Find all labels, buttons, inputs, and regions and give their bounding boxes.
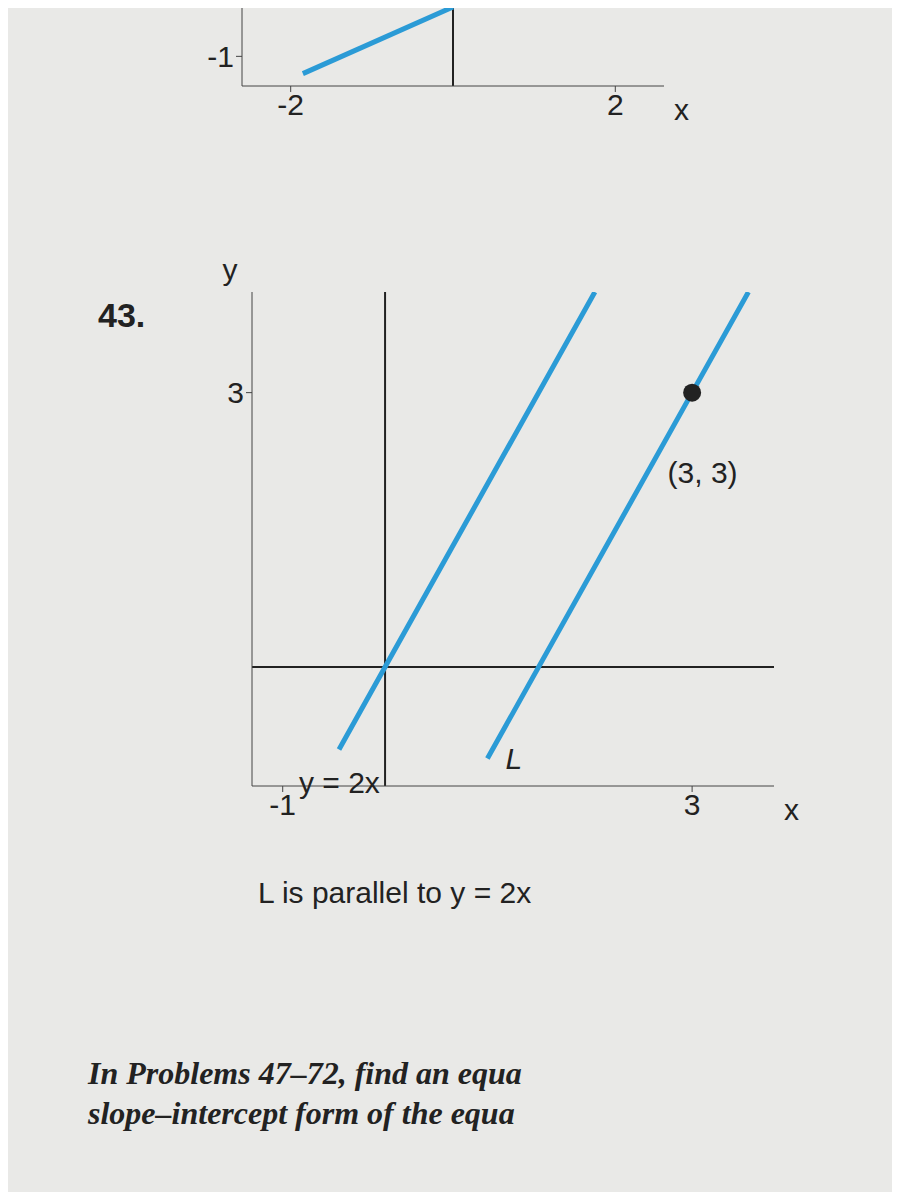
html-text:In Problems 47–72, find an equ: In Problems 47–72, find an equa [88,1055,522,1091]
svg-text:-1: -1 [207,40,234,73]
html-text:slope–intercept form of the eq: slope–intercept form of the equa [88,1095,515,1131]
html-text:43.: 43. [98,296,146,334]
svg-text:x: x [784,793,799,826]
svg-text:3: 3 [227,376,244,409]
svg-text:y = 2x: y = 2x [299,766,380,799]
svg-text:L: L [505,742,522,775]
svg-text:x: x [674,93,689,126]
svg-text:y: y [223,258,238,286]
html-text:L is parallel to y = 2x: L is parallel to y = 2x [258,876,532,909]
svg-text:-1: -1 [269,788,296,821]
svg-text:-2: -2 [277,88,304,121]
svg-text:2: 2 [607,88,624,121]
svg-text:(3, 3): (3, 3) [668,456,738,489]
svg-text:3: 3 [684,788,701,821]
